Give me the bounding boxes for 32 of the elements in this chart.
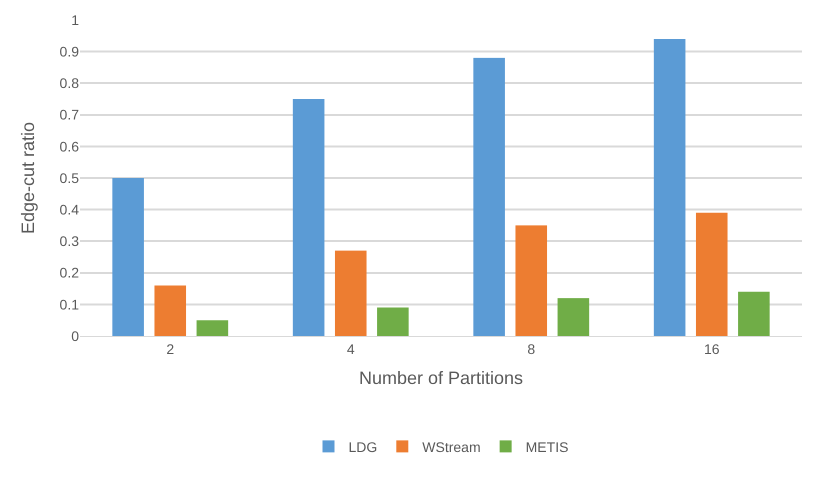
bar	[292, 99, 324, 336]
y-tick-label: 0.6	[60, 138, 80, 154]
legend-label: LDG	[348, 438, 378, 455]
y-tick-label: 0.8	[60, 75, 80, 92]
bar	[654, 38, 686, 336]
legend-label: METIS	[526, 438, 568, 455]
bar	[112, 178, 144, 336]
legend-label: WStream	[422, 438, 481, 455]
y-axis-title: Edge-cut ratio	[18, 122, 38, 234]
bar	[515, 225, 548, 336]
x-tick-label: 8	[527, 340, 536, 357]
bar	[473, 58, 505, 336]
y-tick-label: 0.5	[60, 170, 80, 186]
bar	[334, 250, 367, 336]
y-tick-label: 0.9	[60, 44, 80, 60]
y-tick-label: 1	[71, 12, 80, 28]
y-tick-label: 0.1	[60, 296, 80, 312]
bar	[558, 298, 590, 336]
y-tick-label: 0.3	[60, 233, 80, 250]
bar	[377, 308, 409, 336]
bar	[154, 285, 186, 336]
bar	[196, 320, 228, 336]
x-tick-label: 16	[704, 340, 720, 357]
x-tick-label: 4	[346, 340, 355, 357]
y-tick-label: 0.7	[60, 106, 80, 123]
y-tick-label: 0.4	[60, 202, 80, 218]
x-tick-label: 2	[166, 340, 174, 357]
bar	[738, 292, 770, 336]
y-tick-label: 0.2	[60, 264, 80, 281]
y-tick-label: 0	[71, 328, 80, 344]
x-axis-title: Number of Partitions	[358, 368, 524, 388]
bar	[696, 212, 728, 336]
